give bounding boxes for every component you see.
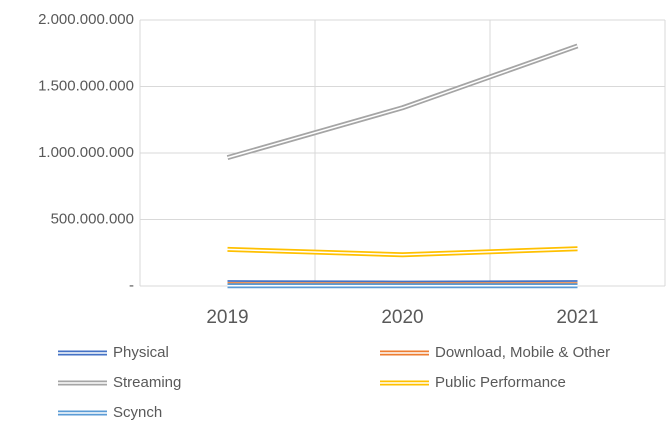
legend-label: Public Performance bbox=[435, 374, 566, 391]
series-line-gap bbox=[227, 45, 578, 159]
legend-label: Download, Mobile & Other bbox=[435, 344, 610, 361]
y-tick-label: 2.000.000.000 bbox=[38, 11, 134, 28]
legend-label: Streaming bbox=[113, 374, 181, 391]
y-tick-label: 1.500.000.000 bbox=[38, 77, 134, 94]
y-tick-label: 500.000.000 bbox=[51, 210, 134, 227]
legend-label: Physical bbox=[113, 344, 169, 361]
series-line bbox=[226, 43, 579, 161]
y-tick-label: 1.000.000.000 bbox=[38, 144, 134, 161]
series-line-gap bbox=[227, 248, 578, 256]
legend-label: Scynch bbox=[113, 404, 162, 421]
x-tick-label: 2020 bbox=[381, 307, 423, 328]
x-tick-label: 2019 bbox=[206, 307, 248, 328]
x-tick-label: 2021 bbox=[556, 307, 598, 328]
y-tick-label: - bbox=[129, 277, 134, 294]
